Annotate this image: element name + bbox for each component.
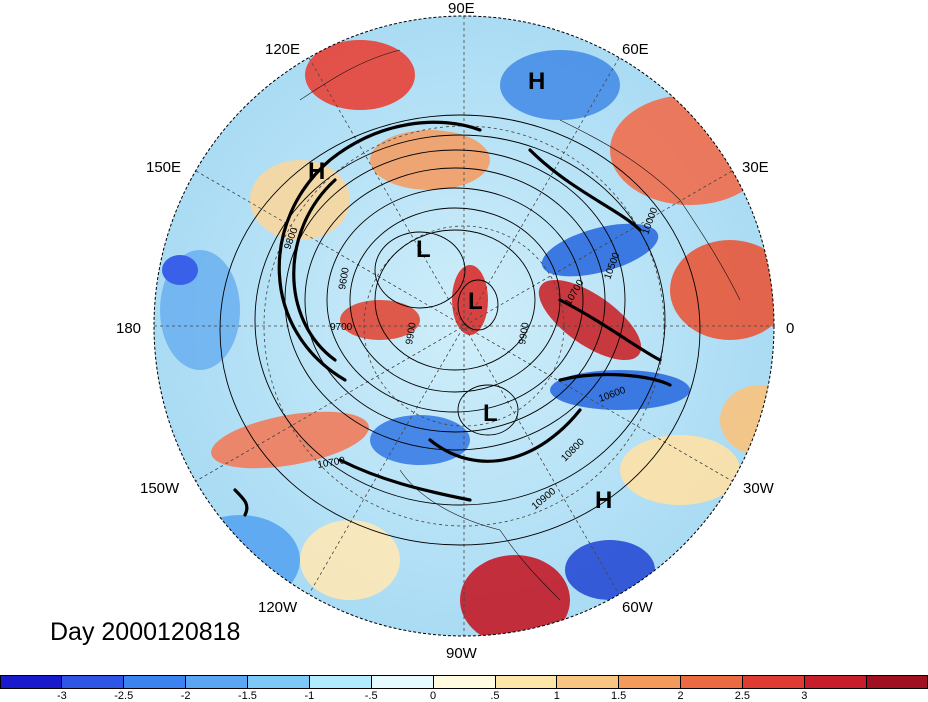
- lon-label-150e: 150E: [146, 159, 182, 176]
- colorbar-tick-label: -3: [56, 690, 67, 702]
- colorbar-tick-label: 1: [553, 690, 560, 702]
- lon-label-120e: 120E: [265, 41, 301, 58]
- lon-label-60e: 60E: [622, 41, 649, 58]
- colorbar-cell: [619, 675, 682, 689]
- height-contours: [219, 114, 701, 546]
- colorbar-tick-label: 2.5: [734, 690, 751, 702]
- colorbar-cell: [681, 675, 744, 689]
- colorbar: [0, 675, 928, 689]
- colorbar-cell: [0, 675, 62, 689]
- colorbar-cell: [185, 675, 248, 689]
- coastlines: [299, 49, 741, 601]
- colorbar-cell: [61, 675, 124, 689]
- date-title: Day 2000120818: [50, 618, 241, 646]
- colorbar-tick-label: -1: [304, 690, 315, 702]
- colorbar-cell: [743, 675, 806, 689]
- map-boundary: [153, 15, 775, 637]
- contour-label: 10700: [317, 455, 347, 471]
- colorbar-cell: [371, 675, 434, 689]
- lon-label-90e: 90E: [448, 0, 475, 17]
- contour-label: 9700: [330, 322, 353, 333]
- contour-label: 9900: [517, 321, 532, 345]
- colorbar-tick-label: -2.5: [114, 690, 134, 702]
- high-pressure-marker: H: [528, 68, 546, 95]
- lon-label-180: 180: [116, 320, 142, 337]
- lon-label-60w: 60W: [622, 599, 653, 616]
- lon-label-120w: 120W: [258, 599, 298, 616]
- lon-label-0: 0: [786, 320, 795, 337]
- colorbar-cell: [805, 675, 868, 689]
- colorbar-cell: [309, 675, 372, 689]
- low-pressure-marker: L: [483, 400, 498, 427]
- colorbar-cell: [557, 675, 620, 689]
- low-pressure-marker: L: [468, 288, 483, 315]
- colorbar-tick-label: 0: [430, 690, 437, 702]
- polar-map: 9600 9700 9800 9900 9900 10000 10500 106…: [153, 15, 775, 637]
- colorbar-tick-label: -.5: [364, 690, 378, 702]
- colorbar-cell: [867, 675, 928, 689]
- colorbar-tick-label: 2: [677, 690, 684, 702]
- contour-label: 9900: [404, 321, 419, 345]
- high-pressure-marker: H: [595, 487, 613, 514]
- colorbar-tick-label: -2: [180, 690, 191, 702]
- lon-label-150w: 150W: [140, 480, 180, 497]
- colorbar-tick-label: -1.5: [237, 690, 257, 702]
- colorbar-tick-label: 3: [801, 690, 808, 702]
- colorbar-cell: [123, 675, 186, 689]
- colorbar-cell: [495, 675, 558, 689]
- colorbar-cell: [247, 675, 310, 689]
- lon-label-30e: 30E: [742, 159, 769, 176]
- lon-label-90w: 90W: [446, 645, 477, 662]
- jet-isotachs: [233, 120, 672, 517]
- colorbar-tick-label: 1.5: [611, 690, 627, 702]
- high-pressure-marker: H: [308, 158, 326, 185]
- colorbar-cell: [433, 675, 496, 689]
- lon-label-30w: 30W: [743, 480, 774, 497]
- contour-label: 9600: [337, 266, 352, 290]
- colorbar-tick-label: .5: [490, 690, 500, 702]
- low-pressure-marker: L: [416, 236, 431, 263]
